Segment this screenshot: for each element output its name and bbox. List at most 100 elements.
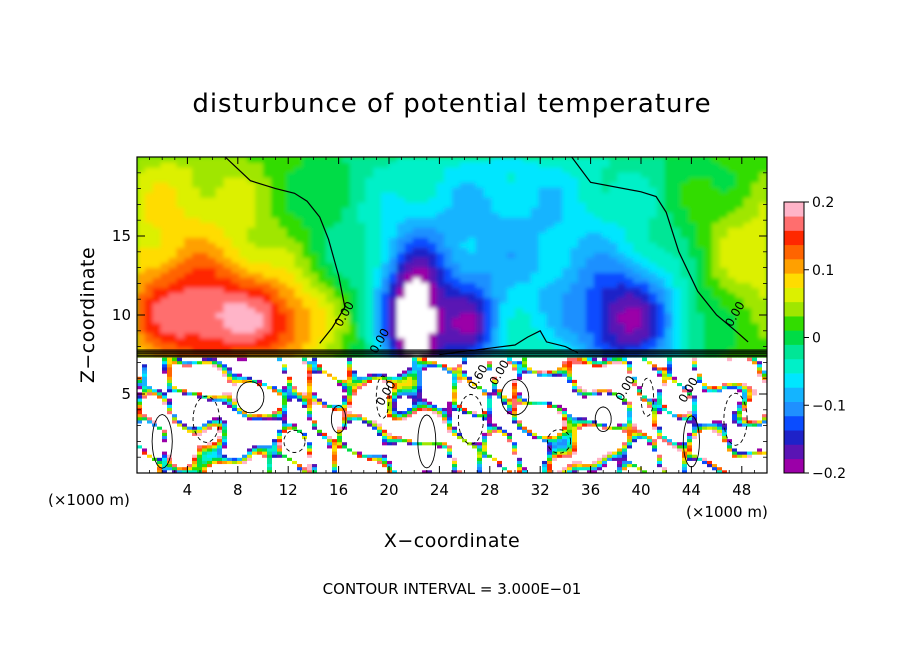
heat-cell-lower (262, 398, 268, 402)
heat-cell-upper (223, 247, 233, 253)
heat-cell-upper (160, 232, 170, 238)
heat-cell-upper (641, 182, 650, 188)
heat-cell-upper (727, 212, 737, 218)
heat-cell-upper (452, 317, 461, 324)
heat-cell-upper (711, 227, 721, 233)
heat-cell-lower (187, 426, 193, 430)
heat-cell-lower (317, 469, 323, 473)
heat-cell-upper (609, 267, 618, 273)
heat-cell-lower (222, 407, 228, 412)
heat-cell-upper (373, 202, 382, 208)
heat-cell-upper (641, 277, 650, 284)
heat-cell-lower (162, 423, 168, 427)
heat-cell-upper (483, 167, 492, 173)
heat-cell-upper (704, 237, 713, 243)
heat-cell-lower (142, 460, 148, 465)
heat-cell-upper (711, 202, 721, 208)
heat-cell-upper (184, 277, 193, 284)
heat-cell-upper (428, 332, 437, 339)
heat-cell-upper (633, 287, 642, 294)
heat-cell-upper (570, 277, 579, 284)
heat-cell-upper (585, 342, 595, 349)
heat-cell-lower (347, 457, 353, 461)
heat-cell-lower (342, 426, 348, 430)
heat-cell-upper (751, 307, 760, 314)
heat-cell-upper (507, 217, 516, 223)
heat-cell-lower (347, 379, 353, 383)
heat-cell-lower (162, 382, 168, 387)
heat-cell-upper (270, 247, 280, 253)
heat-cell-upper (333, 197, 343, 203)
heat-cell-lower (217, 376, 223, 380)
heat-cell-upper (215, 317, 225, 324)
heat-cell-upper (247, 207, 256, 213)
heat-cell-lower (282, 376, 288, 380)
heat-cell-upper (326, 212, 335, 218)
heat-cell-lower (147, 395, 153, 399)
heat-cell-upper (428, 287, 437, 294)
heat-cell-upper (396, 317, 406, 324)
heat-cell-upper (247, 227, 256, 233)
heat-cell-upper (255, 317, 264, 324)
heat-cell-upper (719, 222, 729, 228)
heat-cell-lower (357, 438, 363, 443)
heat-cell-upper (585, 252, 595, 258)
heat-cell-upper (719, 312, 729, 319)
heat-cell-upper (491, 172, 500, 178)
heat-cell-lower (362, 435, 368, 440)
heat-cell-upper (704, 297, 713, 304)
heat-cell-upper (759, 307, 767, 314)
heat-cell-lower (157, 457, 163, 461)
heat-cell-lower (237, 420, 243, 424)
heat-cell-lower (322, 460, 328, 465)
heat-cell-lower (297, 448, 303, 452)
heat-cell-upper (444, 282, 453, 289)
heat-cell-lower (337, 438, 343, 443)
heat-cell-lower (177, 382, 183, 387)
heat-cell-upper (223, 307, 233, 314)
heat-cell-upper (507, 247, 516, 253)
heat-cell-upper (759, 287, 767, 294)
heat-cell-upper (341, 307, 351, 314)
heat-cell-lower (277, 395, 283, 399)
heat-cell-lower (302, 429, 308, 433)
heat-cell-upper (247, 172, 256, 178)
heat-cell-upper (609, 272, 618, 278)
heat-cell-upper (467, 287, 477, 294)
heat-cell-lower (252, 357, 258, 362)
heat-cell-upper (231, 182, 240, 188)
heat-cell-upper (263, 302, 272, 309)
heat-cell-lower (177, 410, 183, 415)
heat-cell-upper (585, 247, 595, 253)
heat-cell-upper (160, 202, 170, 208)
heat-cell-lower (197, 401, 203, 405)
heat-cell-upper (349, 262, 359, 268)
heat-cell-upper (641, 262, 650, 268)
heat-cell-upper (759, 197, 767, 203)
heat-cell-upper (357, 302, 366, 309)
heat-cell-upper (404, 277, 414, 284)
heat-cell-lower (342, 432, 348, 436)
heat-cell-upper (255, 277, 264, 284)
heat-cell-upper (184, 257, 193, 263)
heat-cell-lower (287, 416, 293, 421)
heat-cell-lower (332, 444, 338, 449)
heat-cell-upper (239, 297, 248, 304)
heat-cell-upper (389, 252, 398, 258)
heat-cell-lower (252, 429, 258, 433)
heat-cell-lower (307, 376, 313, 380)
heat-cell-lower (282, 441, 288, 446)
heat-cell-lower (287, 448, 293, 452)
heat-cell-upper (530, 297, 540, 304)
heat-cell-upper (491, 292, 500, 299)
heat-cell-lower (362, 441, 368, 446)
heat-cell-upper (184, 227, 193, 233)
heat-cell-lower (242, 429, 248, 433)
heat-cell-upper (404, 342, 414, 349)
heat-cell-upper (200, 267, 209, 273)
heat-cell-upper (656, 182, 666, 188)
heat-cell-lower (302, 373, 308, 377)
heat-cell-upper (286, 327, 296, 334)
heat-cell-upper (333, 192, 343, 198)
heat-cell-upper (200, 277, 209, 284)
